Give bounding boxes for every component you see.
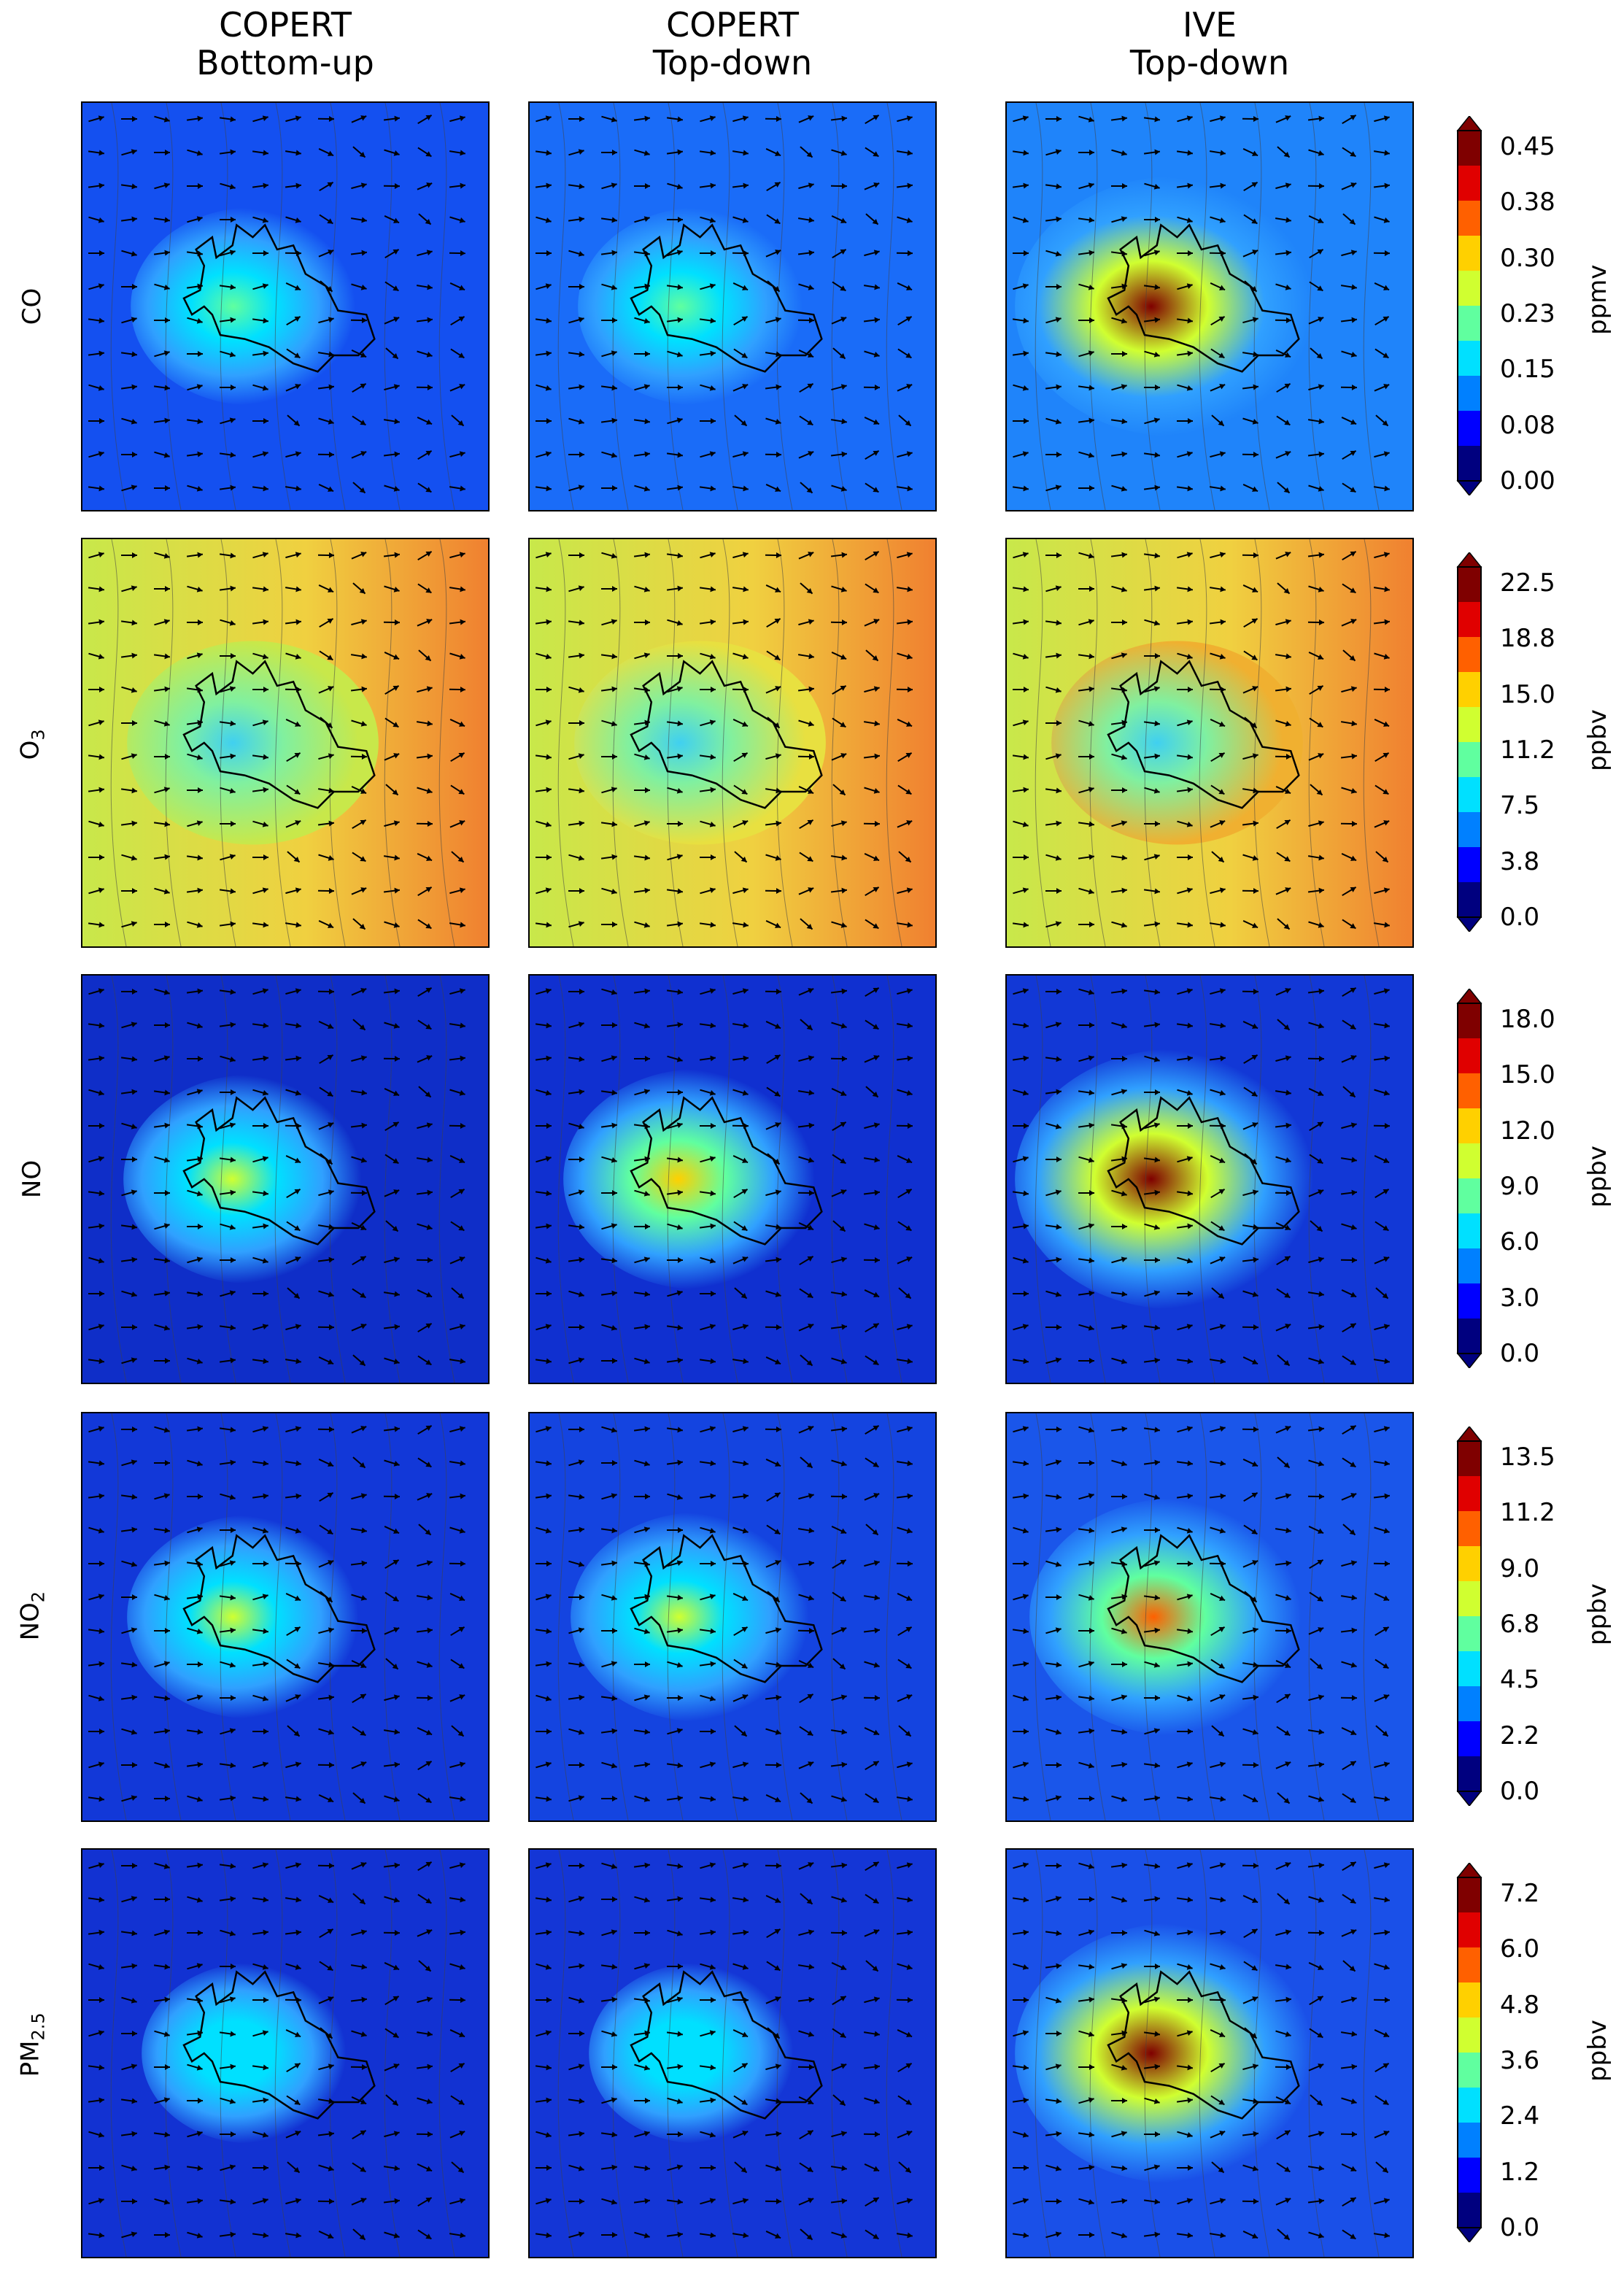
colorbar-tick-label: 3.0 xyxy=(1500,1283,1540,1313)
column-header-line1: COPERT xyxy=(666,5,799,45)
concentration-map xyxy=(82,976,488,1383)
map-panel-no-0 xyxy=(81,974,490,1384)
colorbar-o3 xyxy=(1456,552,1482,932)
colorbar-tick-label: 0.15 xyxy=(1500,355,1555,385)
map-panel-pm25-2 xyxy=(1005,1848,1414,2258)
colorbar-tick-label: 22.5 xyxy=(1500,568,1555,598)
colorbar-tick-label: 13.5 xyxy=(1500,1443,1555,1472)
colorbar-tick-label: 0.38 xyxy=(1500,188,1555,217)
concentration-map xyxy=(530,976,935,1383)
row-label-co: CO xyxy=(18,285,47,328)
concentration-map xyxy=(82,1413,488,1821)
colorbar-tick-label: 12.0 xyxy=(1500,1116,1555,1146)
row-label-text: PM xyxy=(15,2040,45,2077)
concentration-map xyxy=(1007,976,1412,1383)
concentration-map xyxy=(1007,103,1412,510)
map-panel-pm25-1 xyxy=(528,1848,937,2258)
row-label-text: NO xyxy=(15,1602,45,1641)
row-label-subscript: 2 xyxy=(28,1591,49,1603)
colorbar-co xyxy=(1456,116,1482,495)
concentration-map xyxy=(1007,1413,1412,1821)
colorbar-tick-label: 6.0 xyxy=(1500,1934,1540,1964)
row-label-text: O xyxy=(15,740,45,760)
colorbar-tick-label: 11.2 xyxy=(1500,735,1555,765)
colorbar-tick-label: 1.2 xyxy=(1500,2157,1540,2187)
map-panel-o3-1 xyxy=(528,538,937,948)
column-header-line2: Top-down xyxy=(1129,43,1290,82)
row-label-no: NO xyxy=(18,1157,47,1201)
colorbar-tick-label: 0.45 xyxy=(1500,132,1555,161)
colorbar-tick-label: 3.6 xyxy=(1500,2046,1540,2075)
colorbar-tick-label: 2.4 xyxy=(1500,2101,1540,2131)
concentration-map xyxy=(530,1850,935,2257)
column-header-copert-top-down: COPERT Top-down xyxy=(528,6,937,82)
colorbar-tick-label: 3.8 xyxy=(1500,846,1540,876)
colorbar-no xyxy=(1456,989,1482,1368)
row-label-no2: NO2 xyxy=(15,1591,49,1641)
map-panel-pm25-0 xyxy=(81,1848,490,2258)
concentration-map xyxy=(530,539,935,946)
column-header-line1: IVE xyxy=(1182,5,1237,45)
map-panel-co-1 xyxy=(528,101,937,511)
colorbar-unit-label: ppmv xyxy=(1583,264,1612,335)
colorbar-tick-label: 2.2 xyxy=(1500,1721,1540,1750)
column-header-ive-top-down: IVE Top-down xyxy=(1005,6,1414,82)
column-header-line2: Bottom-up xyxy=(196,43,374,82)
colorbar-tick-label: 15.0 xyxy=(1500,679,1555,709)
column-header-line2: Top-down xyxy=(652,43,813,82)
colorbar-unit-label: ppbv xyxy=(1583,709,1612,771)
row-label-text: NO xyxy=(18,1159,47,1199)
colorbar-tick-label: 0.30 xyxy=(1500,243,1555,273)
row-label-o3: O3 xyxy=(16,722,49,766)
colorbar-tick-label: 15.0 xyxy=(1500,1060,1555,1090)
colorbar-tick-label: 6.8 xyxy=(1500,1610,1540,1639)
row-label-text: CO xyxy=(18,287,47,325)
concentration-map xyxy=(82,539,488,946)
colorbar-tick-label: 4.5 xyxy=(1500,1665,1540,1695)
concentration-map xyxy=(1007,1850,1412,2257)
colorbar-tick-label: 0.08 xyxy=(1500,410,1555,440)
colorbar-tick-label: 4.8 xyxy=(1500,1990,1540,2020)
row-label-subscript: 3 xyxy=(28,729,49,741)
colorbar-tick-label: 0.0 xyxy=(1500,1777,1540,1806)
colorbar-tick-label: 9.0 xyxy=(1500,1553,1540,1583)
colorbar-tick-label: 0.23 xyxy=(1500,299,1555,328)
colorbar-unit-label: ppbv xyxy=(1583,2020,1612,2082)
colorbar-no2 xyxy=(1456,1426,1482,1806)
concentration-map xyxy=(82,103,488,510)
colorbar-tick-label: 0.00 xyxy=(1500,466,1555,495)
concentration-map xyxy=(530,1413,935,1821)
map-panel-no-2 xyxy=(1005,974,1414,1384)
concentration-map xyxy=(82,1850,488,2257)
colorbar-tick-label: 7.5 xyxy=(1500,791,1540,821)
row-label-subscript: 2.5 xyxy=(28,2012,49,2041)
map-panel-no2-1 xyxy=(528,1412,937,1822)
map-panel-no-1 xyxy=(528,974,937,1384)
colorbar-tick-label: 6.0 xyxy=(1500,1227,1540,1257)
colorbar-tick-label: 0.0 xyxy=(1500,903,1540,932)
map-panel-no2-0 xyxy=(81,1412,490,1822)
colorbar-tick-label: 18.0 xyxy=(1500,1005,1555,1034)
column-header-copert-bottom-up: COPERT Bottom-up xyxy=(81,6,490,82)
map-panel-co-0 xyxy=(81,101,490,511)
map-panel-o3-2 xyxy=(1005,538,1414,948)
concentration-map xyxy=(1007,539,1412,946)
map-panel-co-2 xyxy=(1005,101,1414,511)
map-panel-o3-0 xyxy=(81,538,490,948)
colorbar-tick-label: 7.2 xyxy=(1500,1879,1540,1908)
colorbar-tick-label: 18.8 xyxy=(1500,624,1555,654)
colorbar-tick-label: 11.2 xyxy=(1500,1498,1555,1528)
column-header-line1: COPERT xyxy=(219,5,352,45)
map-panel-no2-2 xyxy=(1005,1412,1414,1822)
colorbar-tick-label: 0.0 xyxy=(1500,2213,1540,2242)
concentration-map xyxy=(530,103,935,510)
colorbar-unit-label: ppbv xyxy=(1583,1146,1612,1208)
colorbar-pm25 xyxy=(1456,1863,1482,2242)
colorbar-tick-label: 0.0 xyxy=(1500,1339,1540,1368)
row-label-pm25: PM2.5 xyxy=(15,2012,49,2077)
colorbar-unit-label: ppbv xyxy=(1583,1583,1612,1645)
colorbar-tick-label: 9.0 xyxy=(1500,1172,1540,1201)
